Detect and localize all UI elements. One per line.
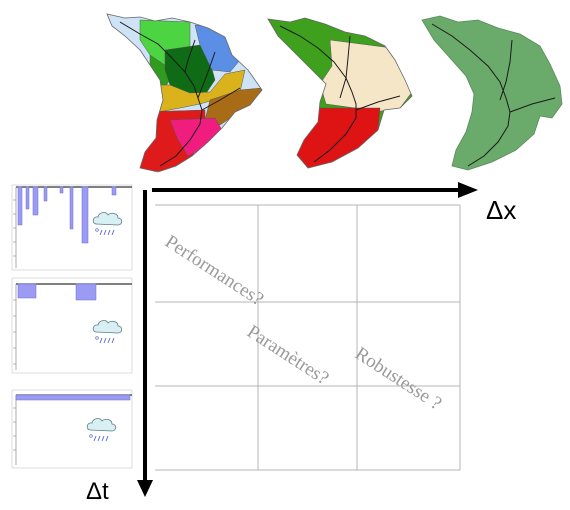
x-axis-arrow: [152, 182, 478, 198]
rainfall-bar: [75, 283, 97, 301]
rainfall-bar: [25, 186, 30, 210]
map1-zone-yellow: [149, 69, 246, 113]
t-axis-arrow: [137, 190, 153, 497]
rainfall-bar: [17, 186, 23, 226]
map3-catchment: [421, 15, 563, 171]
map2-river-network: [279, 25, 401, 163]
rainfall-bar: [111, 186, 117, 196]
t-axis-label: Δt: [86, 478, 109, 505]
rain-cloud-icon: [86, 418, 117, 442]
x-axis-label: Δx: [486, 195, 517, 225]
hyetograph-fine: [11, 184, 133, 271]
map1-outline: [106, 13, 263, 173]
rainfall-bar: [17, 283, 37, 299]
rainfall-bar: [69, 186, 74, 230]
rainfall-bar: [43, 186, 48, 202]
map1-river-network: [119, 21, 241, 167]
catchment-map-3: [421, 15, 563, 171]
catchment-map-1: [106, 13, 263, 173]
map2-zone-beige: [319, 39, 412, 113]
rain-cloud-icon: [92, 320, 123, 344]
hyetograph-ticks: [13, 199, 16, 451]
map2-outline: [267, 17, 413, 169]
grid: [155, 204, 461, 471]
catchment-map-2: [267, 17, 413, 169]
rainfall-bar: [32, 186, 39, 216]
rainfall-bar: [15, 394, 131, 401]
rainfall-bar: [59, 186, 64, 194]
map3-river-network: [431, 23, 556, 167]
rainfall-bar: [81, 186, 89, 244]
rain-cloud-icon: [92, 212, 123, 236]
